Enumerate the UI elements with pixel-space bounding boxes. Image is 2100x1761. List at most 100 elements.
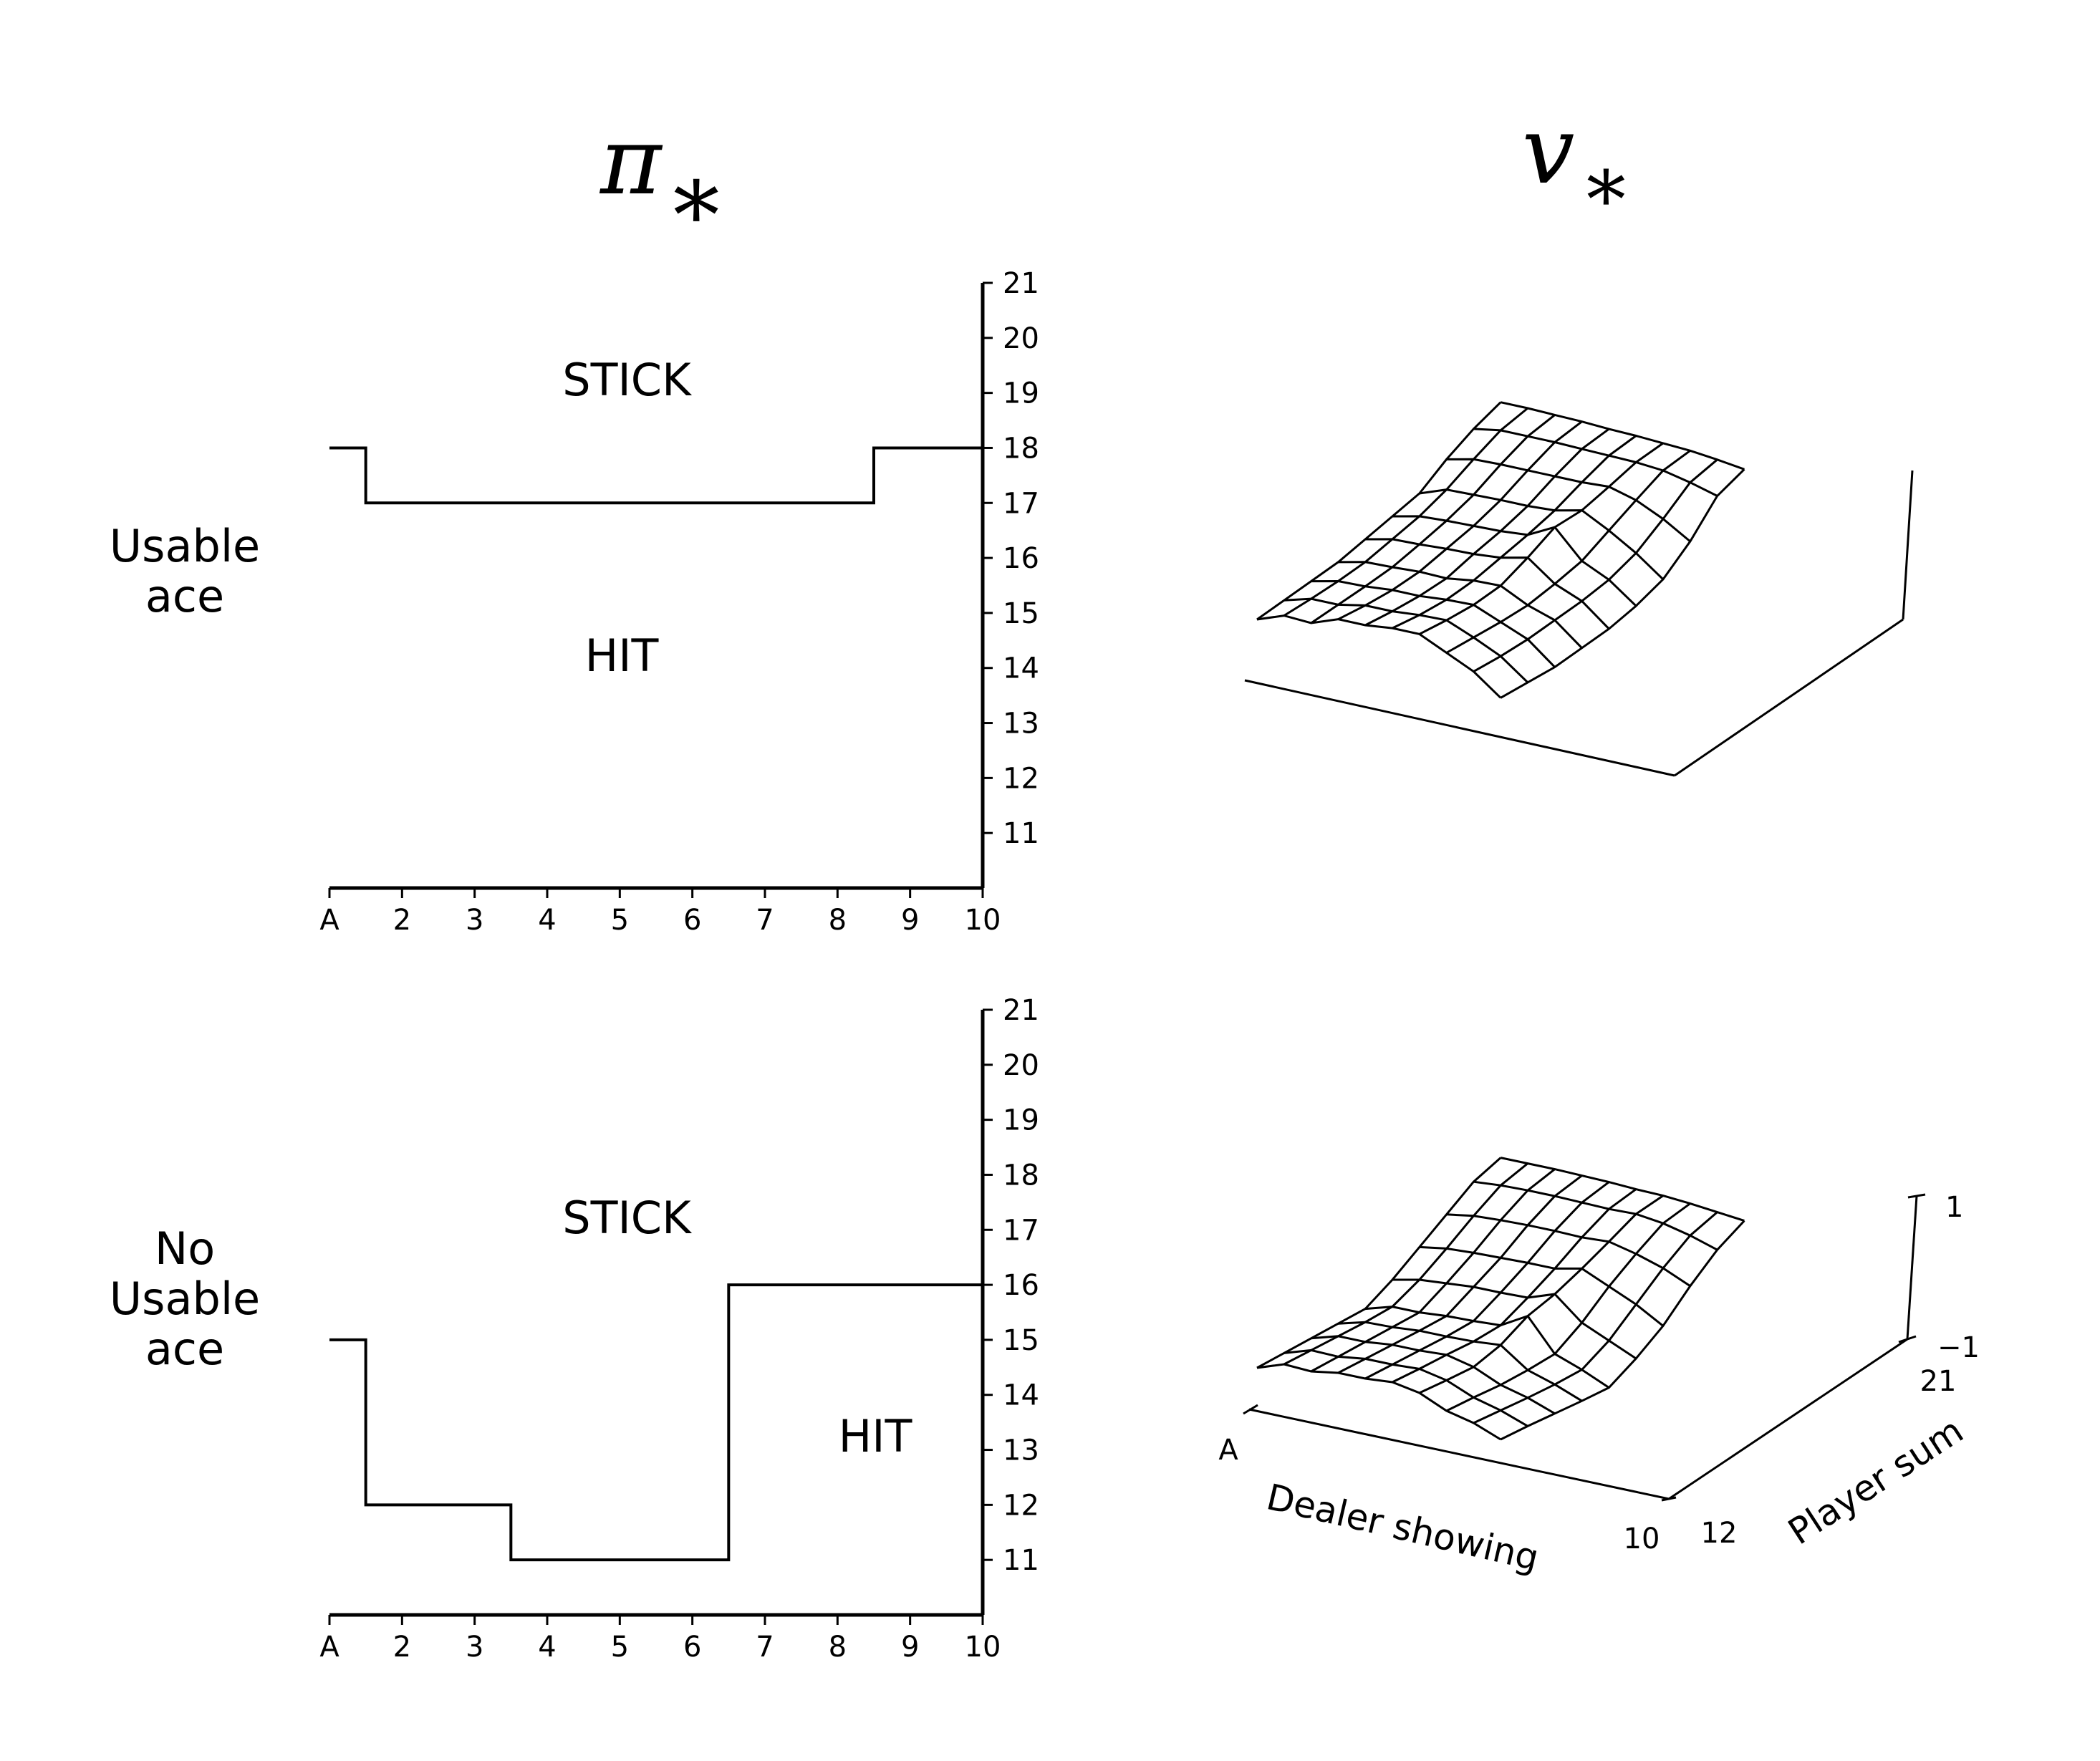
x-tick-label: A (319, 904, 339, 937)
y-tick-label: 17 (1003, 1214, 1039, 1247)
value-surface-no-usable-ace: A 10 12 21 1 −1 Dealer showing Player sum (1218, 1157, 1980, 1579)
x-tick-label: 7 (756, 1631, 774, 1664)
policy-title-subscript: ∗ (665, 143, 728, 251)
y-tick-label: 15 (1003, 1324, 1039, 1357)
region-label-stick: STICK (562, 1192, 692, 1244)
surface-wire (1337, 1174, 1583, 1374)
y-tick-label: 12 (1003, 762, 1039, 795)
surface-wire (1337, 420, 1583, 621)
dealer-tick-label: A (1218, 1434, 1238, 1467)
surface-wire (1392, 435, 1637, 629)
policy-boundary-line (329, 446, 983, 505)
surface-wire (1365, 538, 1610, 630)
surface-wire (1364, 1181, 1610, 1380)
surface-wire (1392, 1278, 1637, 1360)
surface-wire (1445, 450, 1691, 654)
surface-wire (1256, 1363, 1501, 1441)
surface-wire (1283, 1349, 1528, 1427)
row-label-no-usable-ace-line2: Usable (110, 1273, 260, 1325)
surface-wire (1283, 597, 1529, 683)
x-tick-label: 5 (611, 904, 629, 937)
x-tick-label: 6 (683, 904, 701, 937)
x-tick-label: 10 (965, 1631, 1001, 1664)
y-tick-label: 19 (1003, 377, 1039, 410)
y-tick-label: 20 (1003, 322, 1039, 355)
dealer-tick (1243, 1404, 1258, 1415)
x-tick-label: 9 (901, 1631, 919, 1664)
row-label-usable-ace-line2: ace (145, 570, 224, 622)
y-tick-label: 13 (1003, 1434, 1039, 1467)
value-tick-label: 1 (1945, 1191, 1963, 1224)
row-label-usable-ace-line1: Usable (110, 520, 260, 572)
x-tick-label: 8 (829, 904, 847, 937)
surface-wire (1445, 1202, 1691, 1412)
region-label-hit: HIT (839, 1410, 913, 1462)
y-tick-label: 16 (1003, 542, 1039, 575)
surface-wire (1473, 1180, 1718, 1251)
surface-wire (1283, 1162, 1528, 1366)
surface-wire (1311, 1335, 1556, 1415)
surface-wire (1283, 407, 1528, 617)
x-tick-label: 4 (538, 904, 556, 937)
dealer-tick-label: 10 (1624, 1523, 1660, 1555)
y-tick-label: 17 (1003, 487, 1039, 520)
surface-wire (1338, 1321, 1583, 1402)
surface-wire (1365, 1306, 1610, 1389)
player-axis-title: Player sum (1781, 1409, 1971, 1553)
x-tick-label: 3 (466, 904, 483, 937)
x-tick-label: 9 (901, 904, 919, 937)
y-tick-label: 21 (1003, 994, 1039, 1027)
surface-wire (1419, 442, 1664, 635)
surface-wire (1473, 428, 1718, 497)
row-label-no-usable-ace-line3: ace (145, 1323, 224, 1375)
surface-wire (1500, 1157, 1745, 1222)
surface-wire (1473, 458, 1718, 673)
y-tick-label: 11 (1003, 817, 1039, 850)
surface-wire (1310, 1168, 1556, 1373)
surface-wire (1419, 488, 1665, 580)
y-tick-label: 16 (1003, 1269, 1039, 1302)
y-tick-label: 18 (1003, 432, 1039, 465)
y-tick-label: 21 (1003, 267, 1039, 300)
region-label-hit: HIT (585, 629, 660, 682)
value-tick (1907, 1193, 1926, 1199)
x-tick-label: 4 (538, 1631, 556, 1664)
x-tick-label: 7 (756, 904, 774, 937)
surface-wire (1392, 1188, 1637, 1384)
surface-wire (1338, 561, 1583, 649)
surface-wire (1256, 614, 1502, 699)
y-tick-label: 12 (1003, 1489, 1039, 1522)
surface-wire (1311, 579, 1556, 668)
policy-chart-usable-ace: A 2 3 4 5 6 7 8 9 10 11 12 13 14 15 16 17 18 19 20 21 STICK HI… (319, 267, 1039, 937)
y-tick-label: 20 (1003, 1049, 1039, 1082)
y-tick-label: 15 (1003, 597, 1039, 630)
row-label-no-usable-ace-line1: No (155, 1222, 215, 1275)
player-tick-label: 12 (1701, 1517, 1738, 1550)
value-surface-usable-ace (1244, 401, 1914, 777)
dealer-axis-line (1248, 1408, 1670, 1500)
x-tick-label: 10 (965, 904, 1001, 937)
surface-wire (1256, 401, 1502, 621)
surface-wire (1500, 1220, 1745, 1441)
x-tick-label: 8 (829, 1631, 847, 1664)
y-tick-label: 19 (1003, 1104, 1039, 1137)
policy-title: π (599, 107, 663, 216)
policy-boundary-line (329, 1283, 983, 1562)
surface-wire (1500, 401, 1745, 471)
surface-wire (1419, 1245, 1664, 1327)
player-tick-label: 21 (1920, 1365, 1957, 1398)
y-tick-label: 13 (1003, 708, 1039, 740)
y-tick-label: 14 (1003, 652, 1039, 685)
value-title: v (1522, 96, 1574, 205)
value-title-subscript: ∗ (1579, 138, 1633, 230)
x-tick-label: A (319, 1631, 339, 1664)
surface-wire (1310, 414, 1556, 624)
y-tick-label: 14 (1003, 1379, 1039, 1412)
surface-wire (1419, 1195, 1664, 1394)
surface-wire (1364, 428, 1610, 627)
dealer-axis-line (1244, 679, 1675, 777)
value-tick-label: −1 (1937, 1331, 1980, 1364)
dealer-axis-title: Dealer showing (1263, 1476, 1543, 1579)
value-axis-line (1906, 1195, 1918, 1340)
